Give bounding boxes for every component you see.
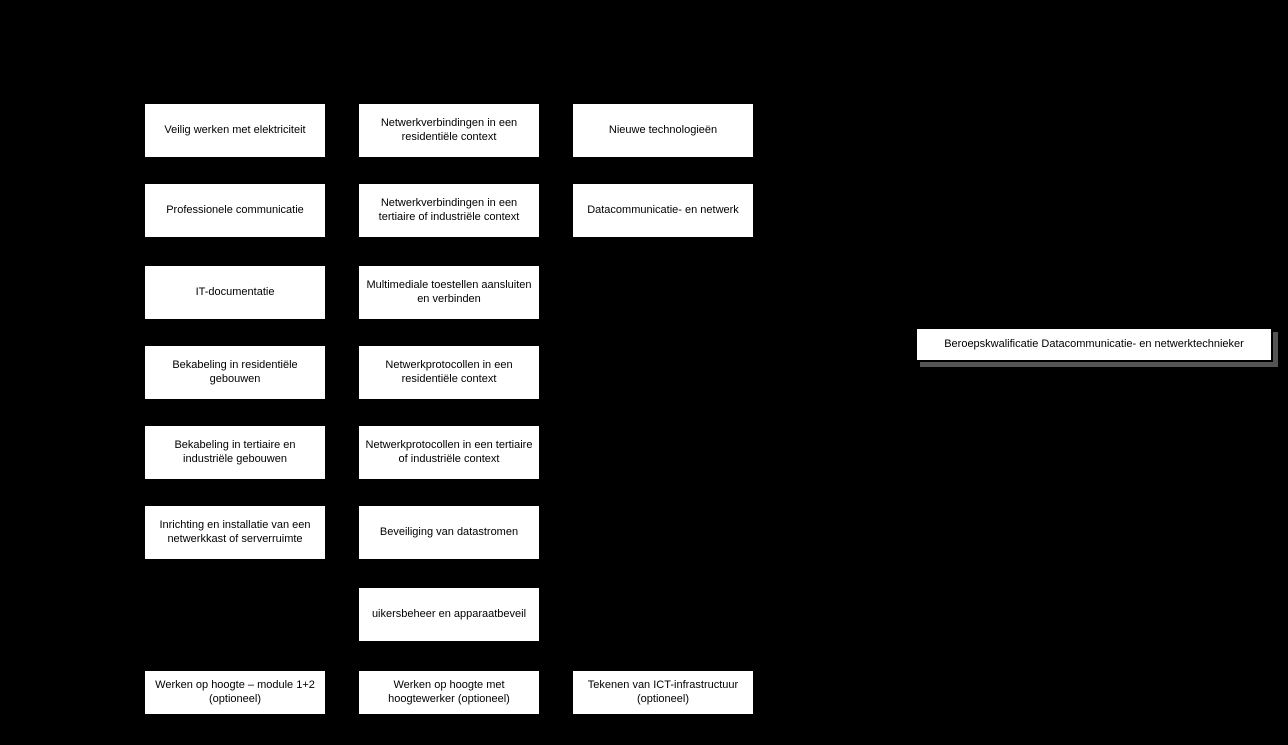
module-label: Netwerkverbindingen in een tertiaire of … <box>363 197 535 225</box>
module-label: Professionele communicatie <box>166 204 304 218</box>
outcome-node: Beroepskwalificatie Datacommunicatie- en… <box>915 327 1273 362</box>
module-node: Beveiliging van datastromen <box>358 505 540 560</box>
module-label: Beveiliging van datastromen <box>380 526 518 540</box>
module-label: Netwerkprotocollen in een tertiaire of i… <box>363 439 535 467</box>
module-node: Bekabeling in tertiaire en industriële g… <box>144 425 326 480</box>
module-node: Veilig werken met elektriciteit <box>144 103 326 158</box>
module-node: Netwerkverbindingen in een residentiële … <box>358 103 540 158</box>
module-node: Professionele communicatie <box>144 183 326 238</box>
module-node: uikersbeheer en apparaatbeveil <box>358 587 540 642</box>
module-node: Tekenen van ICT-infrastructuur (optionee… <box>572 670 754 715</box>
module-label: Tekenen van ICT-infrastructuur (optionee… <box>577 679 749 707</box>
module-node: Nieuwe technologieën <box>572 103 754 158</box>
module-node: Netwerkverbindingen in een tertiaire of … <box>358 183 540 238</box>
module-label: Inrichting en installatie van een netwer… <box>149 519 321 547</box>
module-node: Werken op hoogte met hoogtewerker (optio… <box>358 670 540 715</box>
module-node: Datacommunicatie- en netwerk <box>572 183 754 238</box>
module-label: Datacommunicatie- en netwerk <box>587 204 739 218</box>
module-label: Netwerkverbindingen in een residentiële … <box>363 117 535 145</box>
module-label: Bekabeling in tertiaire en industriële g… <box>149 439 321 467</box>
module-label: Werken op hoogte met hoogtewerker (optio… <box>363 679 535 707</box>
module-node: Multimediale toestellen aansluiten en ve… <box>358 265 540 320</box>
module-label: Bekabeling in residentiële gebouwen <box>149 359 321 387</box>
module-label: Multimediale toestellen aansluiten en ve… <box>363 279 535 307</box>
module-label: Werken op hoogte – module 1+2 (optioneel… <box>149 679 321 707</box>
module-label: Nieuwe technologieën <box>609 124 717 138</box>
module-label: Veilig werken met elektriciteit <box>164 124 305 138</box>
module-node: Netwerkprotocollen in een tertiaire of i… <box>358 425 540 480</box>
outcome-label: Beroepskwalificatie Datacommunicatie- en… <box>944 338 1244 352</box>
module-node: Werken op hoogte – module 1+2 (optioneel… <box>144 670 326 715</box>
module-node: Bekabeling in residentiële gebouwen <box>144 345 326 400</box>
module-node: Inrichting en installatie van een netwer… <box>144 505 326 560</box>
module-label: uikersbeheer en apparaatbeveil <box>372 608 526 622</box>
module-label: Netwerkprotocollen in een residentiële c… <box>363 359 535 387</box>
module-node: IT-documentatie <box>144 265 326 320</box>
module-node: Netwerkprotocollen in een residentiële c… <box>358 345 540 400</box>
module-label: IT-documentatie <box>196 286 275 300</box>
